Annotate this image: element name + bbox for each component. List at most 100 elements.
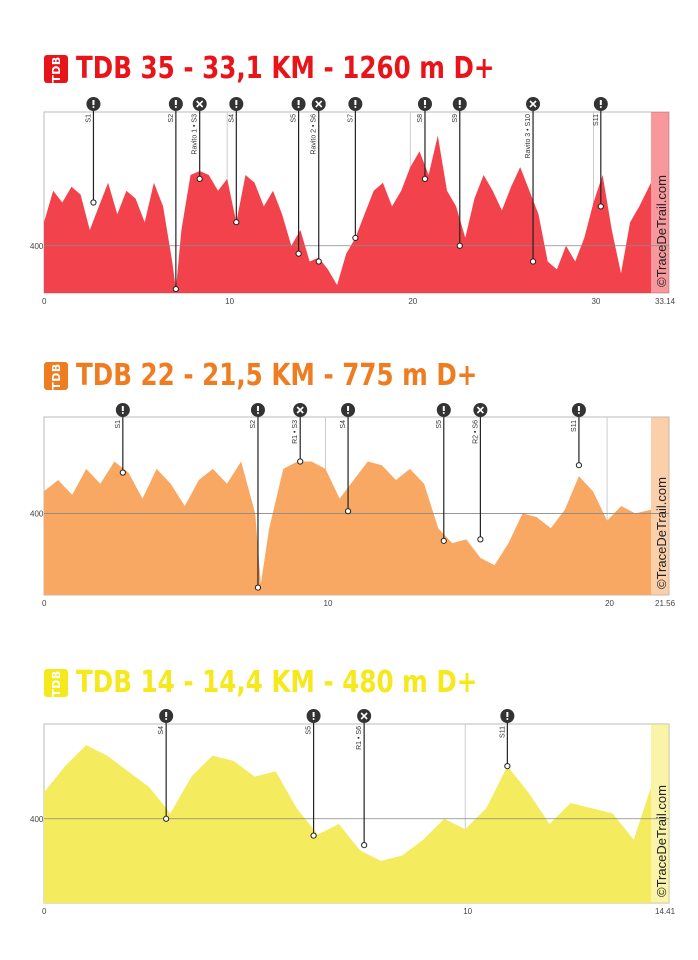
exclamation-bar — [577, 406, 580, 411]
marker-label: S7 — [347, 114, 354, 123]
exclamation-bar — [92, 100, 95, 105]
exclamation-dot — [599, 106, 602, 108]
marker-label: R1 • S3 — [292, 420, 299, 444]
marker-label: Ravito 2 • S6 — [311, 114, 318, 155]
exclamation-bar — [256, 406, 259, 411]
exclamation-bar — [121, 406, 124, 411]
marker-label: S11 — [571, 420, 578, 432]
marker-label: S4 — [158, 726, 165, 735]
exclamation-bar — [442, 406, 445, 411]
tdb-badge-icon: TDB — [44, 669, 68, 697]
exclamation-bar — [174, 100, 177, 105]
elevation-area — [44, 461, 651, 595]
exclamation-icon — [452, 97, 467, 111]
chart-header: TDB TDB 35 - 33,1 KM - 1260 m D+ — [44, 52, 586, 86]
marker-label: Ravito 3 • S10 — [525, 114, 532, 159]
x-tick-label: 0 — [42, 297, 47, 306]
marker-point — [440, 537, 447, 544]
x-end-label: 14.41 — [655, 907, 676, 916]
marker-point — [456, 242, 463, 249]
marker-point — [421, 175, 429, 182]
exclamation-icon — [500, 709, 515, 723]
exclamation-icon — [436, 403, 451, 417]
exclamation-bar — [312, 712, 315, 717]
elevation-panel-tdb22: TDB TDB 22 - 21,5 KM - 775 m D+ 400 0 10 20… — [30, 358, 676, 609]
utensils-icon — [526, 97, 541, 111]
exclamation-bar — [458, 100, 461, 105]
utensils-icon — [311, 97, 326, 111]
exclamation-icon — [348, 97, 363, 111]
marker-label: S9 — [452, 114, 459, 123]
marker-label: S1 — [115, 420, 122, 429]
exclamation-icon — [291, 97, 306, 111]
exclamation-icon — [341, 403, 356, 417]
exclamation-dot — [165, 718, 168, 720]
marker-label: Ravito 1 • S3 — [192, 114, 199, 155]
marker-point — [196, 175, 203, 182]
marker-label: S2 — [250, 420, 257, 429]
knife-stroke — [315, 100, 323, 108]
marker-point — [233, 219, 240, 226]
exclamation-dot — [354, 106, 357, 108]
marker-point — [597, 203, 604, 210]
exclamation-dot — [174, 106, 177, 108]
watermark: ©TraceDeTrail.com — [654, 477, 669, 589]
marker-point — [163, 815, 170, 822]
exclamation-dot — [235, 106, 238, 108]
exclamation-dot — [423, 106, 426, 108]
marker-label: S4 — [340, 420, 347, 429]
utensils-icon — [473, 403, 488, 417]
marker-point — [297, 458, 304, 465]
utensils-icon — [192, 97, 207, 111]
exclamation-icon — [250, 403, 265, 417]
marker-point — [361, 841, 368, 849]
marker-point — [504, 763, 511, 770]
exclamation-bar — [347, 406, 350, 411]
marker-point — [315, 258, 322, 265]
exclamation-icon — [86, 97, 101, 111]
exclamation-dot — [312, 718, 315, 720]
tdb-badge-icon: TDB — [44, 55, 68, 83]
marker-label: S2 — [168, 114, 175, 123]
elevation-chart: 400 0 10 20 21.56 S1 S2 R1 • S3 S4 S5 R2 • S6 S11 ©T… — [30, 403, 676, 608]
y-axis-label: 400 — [30, 242, 44, 251]
marker-label: S11 — [499, 726, 506, 738]
exclamation-bar — [599, 100, 602, 105]
exclamation-icon — [417, 97, 432, 111]
tdb-badge-icon: TDB — [44, 362, 68, 390]
knife-stroke — [529, 100, 537, 108]
marker-point — [119, 469, 126, 476]
x-tick-label: 10 — [324, 599, 333, 608]
x-tick-label: 10 — [463, 907, 472, 916]
chart-header: TDB TDB 14 - 14,4 KM - 480 m D+ — [44, 666, 565, 700]
elevation-chart: 400 0 10 20 30 33.14 S1 S2 Ravito 1 • S3 S4 S5 Ravi… — [30, 97, 676, 306]
chart-title: TDB 14 - 14,4 KM - 480 m D+ — [76, 665, 478, 700]
marker-point — [529, 258, 537, 265]
knife-stroke — [196, 100, 204, 108]
marker-label: R1 • S6 — [356, 726, 363, 750]
exclamation-dot — [458, 106, 461, 108]
exclamation-dot — [297, 106, 300, 108]
exclamation-icon — [159, 709, 174, 723]
exclamation-dot — [347, 412, 350, 414]
exclamation-bar — [354, 100, 357, 105]
marker-label: S5 — [306, 726, 313, 735]
exclamation-dot — [121, 412, 124, 414]
marker-point — [344, 508, 352, 515]
exclamation-icon — [168, 97, 183, 111]
x-tick-label: 0 — [42, 599, 47, 608]
exclamation-dot — [256, 412, 259, 414]
marker-label: S11 — [593, 114, 600, 126]
marker-point — [310, 832, 317, 839]
exclamation-bar — [297, 100, 300, 105]
x-end-label: 21.56 — [655, 599, 676, 608]
x-end-label: 33.14 — [655, 297, 676, 306]
chart-title: TDB 22 - 21,5 KM - 775 m D+ — [76, 358, 478, 393]
marker-point — [575, 462, 583, 469]
marker-label: S1 — [85, 114, 92, 123]
knife-stroke — [296, 406, 304, 414]
x-tick-label: 0 — [42, 907, 47, 916]
end-zone — [651, 417, 669, 595]
